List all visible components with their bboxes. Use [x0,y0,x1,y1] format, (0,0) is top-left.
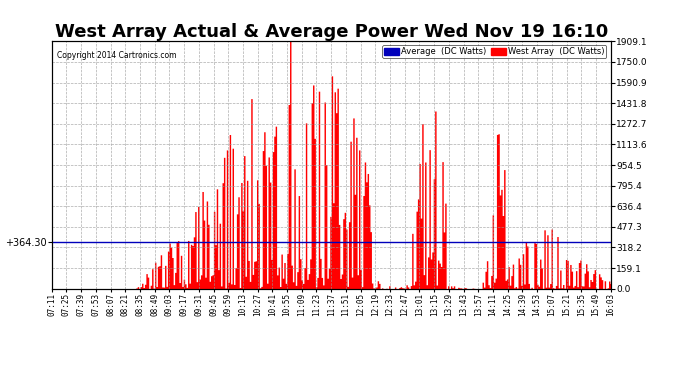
Legend: Average  (DC Watts), West Array  (DC Watts): Average (DC Watts), West Array (DC Watts… [382,45,607,58]
Title: West Array Actual & Average Power Wed Nov 19 16:10: West Array Actual & Average Power Wed No… [55,23,608,41]
Text: Copyright 2014 Cartronics.com: Copyright 2014 Cartronics.com [57,51,177,60]
